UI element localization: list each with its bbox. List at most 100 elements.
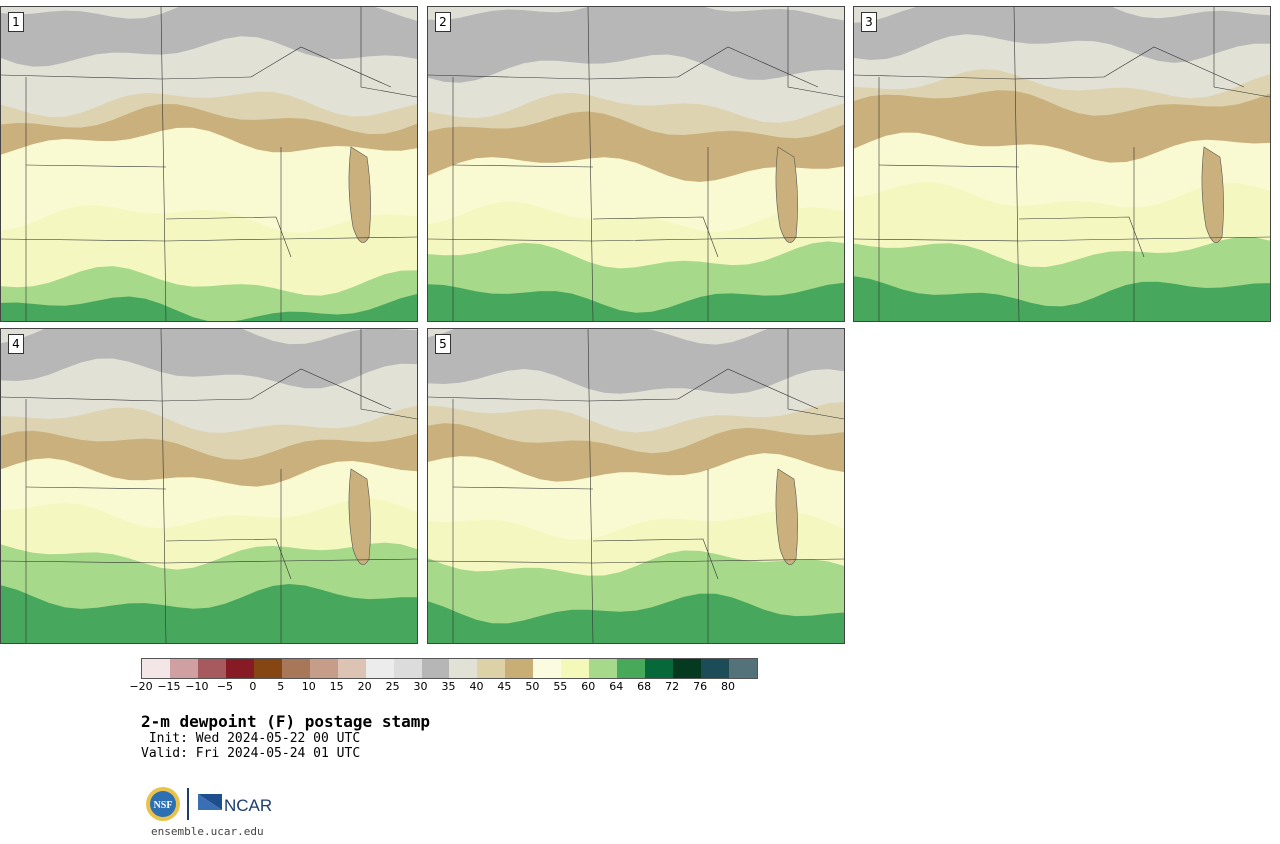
ncar-logo-text: NCAR: [224, 796, 272, 815]
colorbar-seg-20: [701, 659, 730, 678]
site-url: ensemble.ucar.edu: [151, 825, 264, 838]
map-4: [1, 329, 417, 643]
state-boundary: [1013, 7, 1020, 321]
colorbar-seg-21: [729, 659, 757, 678]
panel-label-5: 5: [435, 334, 451, 354]
state-boundary: [250, 46, 392, 88]
dewpoint-band: [428, 282, 844, 321]
state-boundary: [360, 329, 417, 420]
map-3: [854, 7, 1270, 321]
state-boundary: [165, 538, 292, 580]
lake-shape: [348, 468, 371, 565]
colorbar-tick: 55: [553, 680, 568, 693]
colorbar-tick: 40: [469, 680, 484, 693]
colorbar-seg-1: [169, 659, 198, 678]
state-boundary: [677, 368, 819, 410]
state-boundary: [250, 368, 392, 410]
state-boundary: [707, 236, 844, 240]
colorbar-tick: 35: [441, 680, 456, 693]
colorbar-seg-6: [309, 659, 338, 678]
lake-shape: [348, 146, 371, 243]
map-1: [1, 7, 417, 321]
colorbar-tick: 45: [497, 680, 512, 693]
state-boundary: [677, 46, 819, 88]
state-boundary: [280, 558, 417, 562]
panel-label-3: 3: [861, 12, 877, 32]
nsf-logo-icon: NSF: [146, 787, 180, 821]
state-boundary: [280, 236, 417, 240]
colorbar-seg-13: [505, 659, 534, 678]
dewpoint-band: [1, 294, 417, 321]
panel-label-2: 2: [435, 12, 451, 32]
colorbar-tick: 72: [665, 680, 680, 693]
dewpoint-band: [428, 593, 844, 643]
colorbar-tick: 15: [329, 680, 344, 693]
state-boundary: [428, 238, 709, 242]
colorbar-seg-0: [142, 659, 170, 678]
state-boundary: [160, 329, 167, 643]
colorbar-tick: 80: [721, 680, 736, 693]
state-boundary: [1, 560, 282, 564]
colorbar-tick: −10: [185, 680, 209, 693]
colorbar-seg-9: [393, 659, 422, 678]
colorbar-seg-10: [421, 659, 450, 678]
init-time: Init: Wed 2024-05-22 00 UTC: [141, 731, 361, 746]
state-boundary: [1133, 236, 1270, 240]
state-boundary: [428, 396, 679, 402]
state-boundary: [1213, 7, 1270, 98]
panel-label-1: 1: [8, 12, 24, 32]
colorbar-tick: −15: [157, 680, 181, 693]
state-boundary: [25, 486, 167, 490]
state-boundary: [1, 238, 282, 242]
state-boundary: [428, 560, 709, 564]
colorbar-tick: −20: [129, 680, 153, 693]
state-boundary: [452, 486, 594, 490]
colorbar: [141, 658, 758, 679]
state-boundary: [452, 164, 594, 168]
map-2: [428, 7, 844, 321]
colorbar-tick: 68: [637, 680, 652, 693]
colorbar-tick: 76: [693, 680, 708, 693]
state-boundary: [707, 558, 844, 562]
state-boundary: [1103, 46, 1245, 88]
colorbar-tick: 25: [385, 680, 400, 693]
state-boundary: [165, 216, 292, 258]
colorbar-tick: 10: [301, 680, 316, 693]
colorbar-tick: −5: [216, 680, 233, 693]
chart-title: 2-m dewpoint (F) postage stamp: [141, 712, 430, 731]
colorbar-seg-17: [617, 659, 646, 678]
map-panel-5: 5: [427, 328, 845, 644]
lake-shape: [775, 468, 798, 565]
ncar-logo-icon: NCAR: [198, 794, 272, 815]
colorbar-tick: 30: [413, 680, 428, 693]
colorbar-tick: 60: [581, 680, 596, 693]
state-boundary: [854, 238, 1135, 242]
dewpoint-band: [1, 584, 417, 643]
colorbar-tick: 5: [277, 680, 285, 693]
state-boundary: [25, 164, 167, 168]
state-boundary: [587, 7, 594, 321]
nsf-logo-text: NSF: [154, 800, 173, 811]
lake-shape: [1201, 146, 1224, 243]
colorbar-seg-15: [561, 659, 590, 678]
state-boundary: [160, 7, 167, 321]
colorbar-seg-3: [225, 659, 254, 678]
state-boundary: [1, 396, 252, 402]
state-boundary: [878, 164, 1020, 168]
state-boundary: [854, 74, 1105, 80]
colorbar-seg-4: [253, 659, 282, 678]
dewpoint-band: [854, 276, 1270, 321]
state-boundary: [1, 74, 252, 80]
colorbar-seg-8: [365, 659, 394, 678]
colorbar-seg-18: [645, 659, 674, 678]
map-panel-1: 1: [0, 6, 418, 322]
map-5: [428, 329, 844, 643]
state-boundary: [587, 329, 594, 643]
colorbar-tick: 0: [249, 680, 257, 693]
colorbar-seg-5: [281, 659, 310, 678]
map-panel-4: 4: [0, 328, 418, 644]
state-boundary: [360, 7, 417, 98]
colorbar-tick: 20: [357, 680, 372, 693]
valid-time: Valid: Fri 2024-05-24 01 UTC: [141, 746, 361, 761]
state-boundary: [592, 216, 719, 258]
